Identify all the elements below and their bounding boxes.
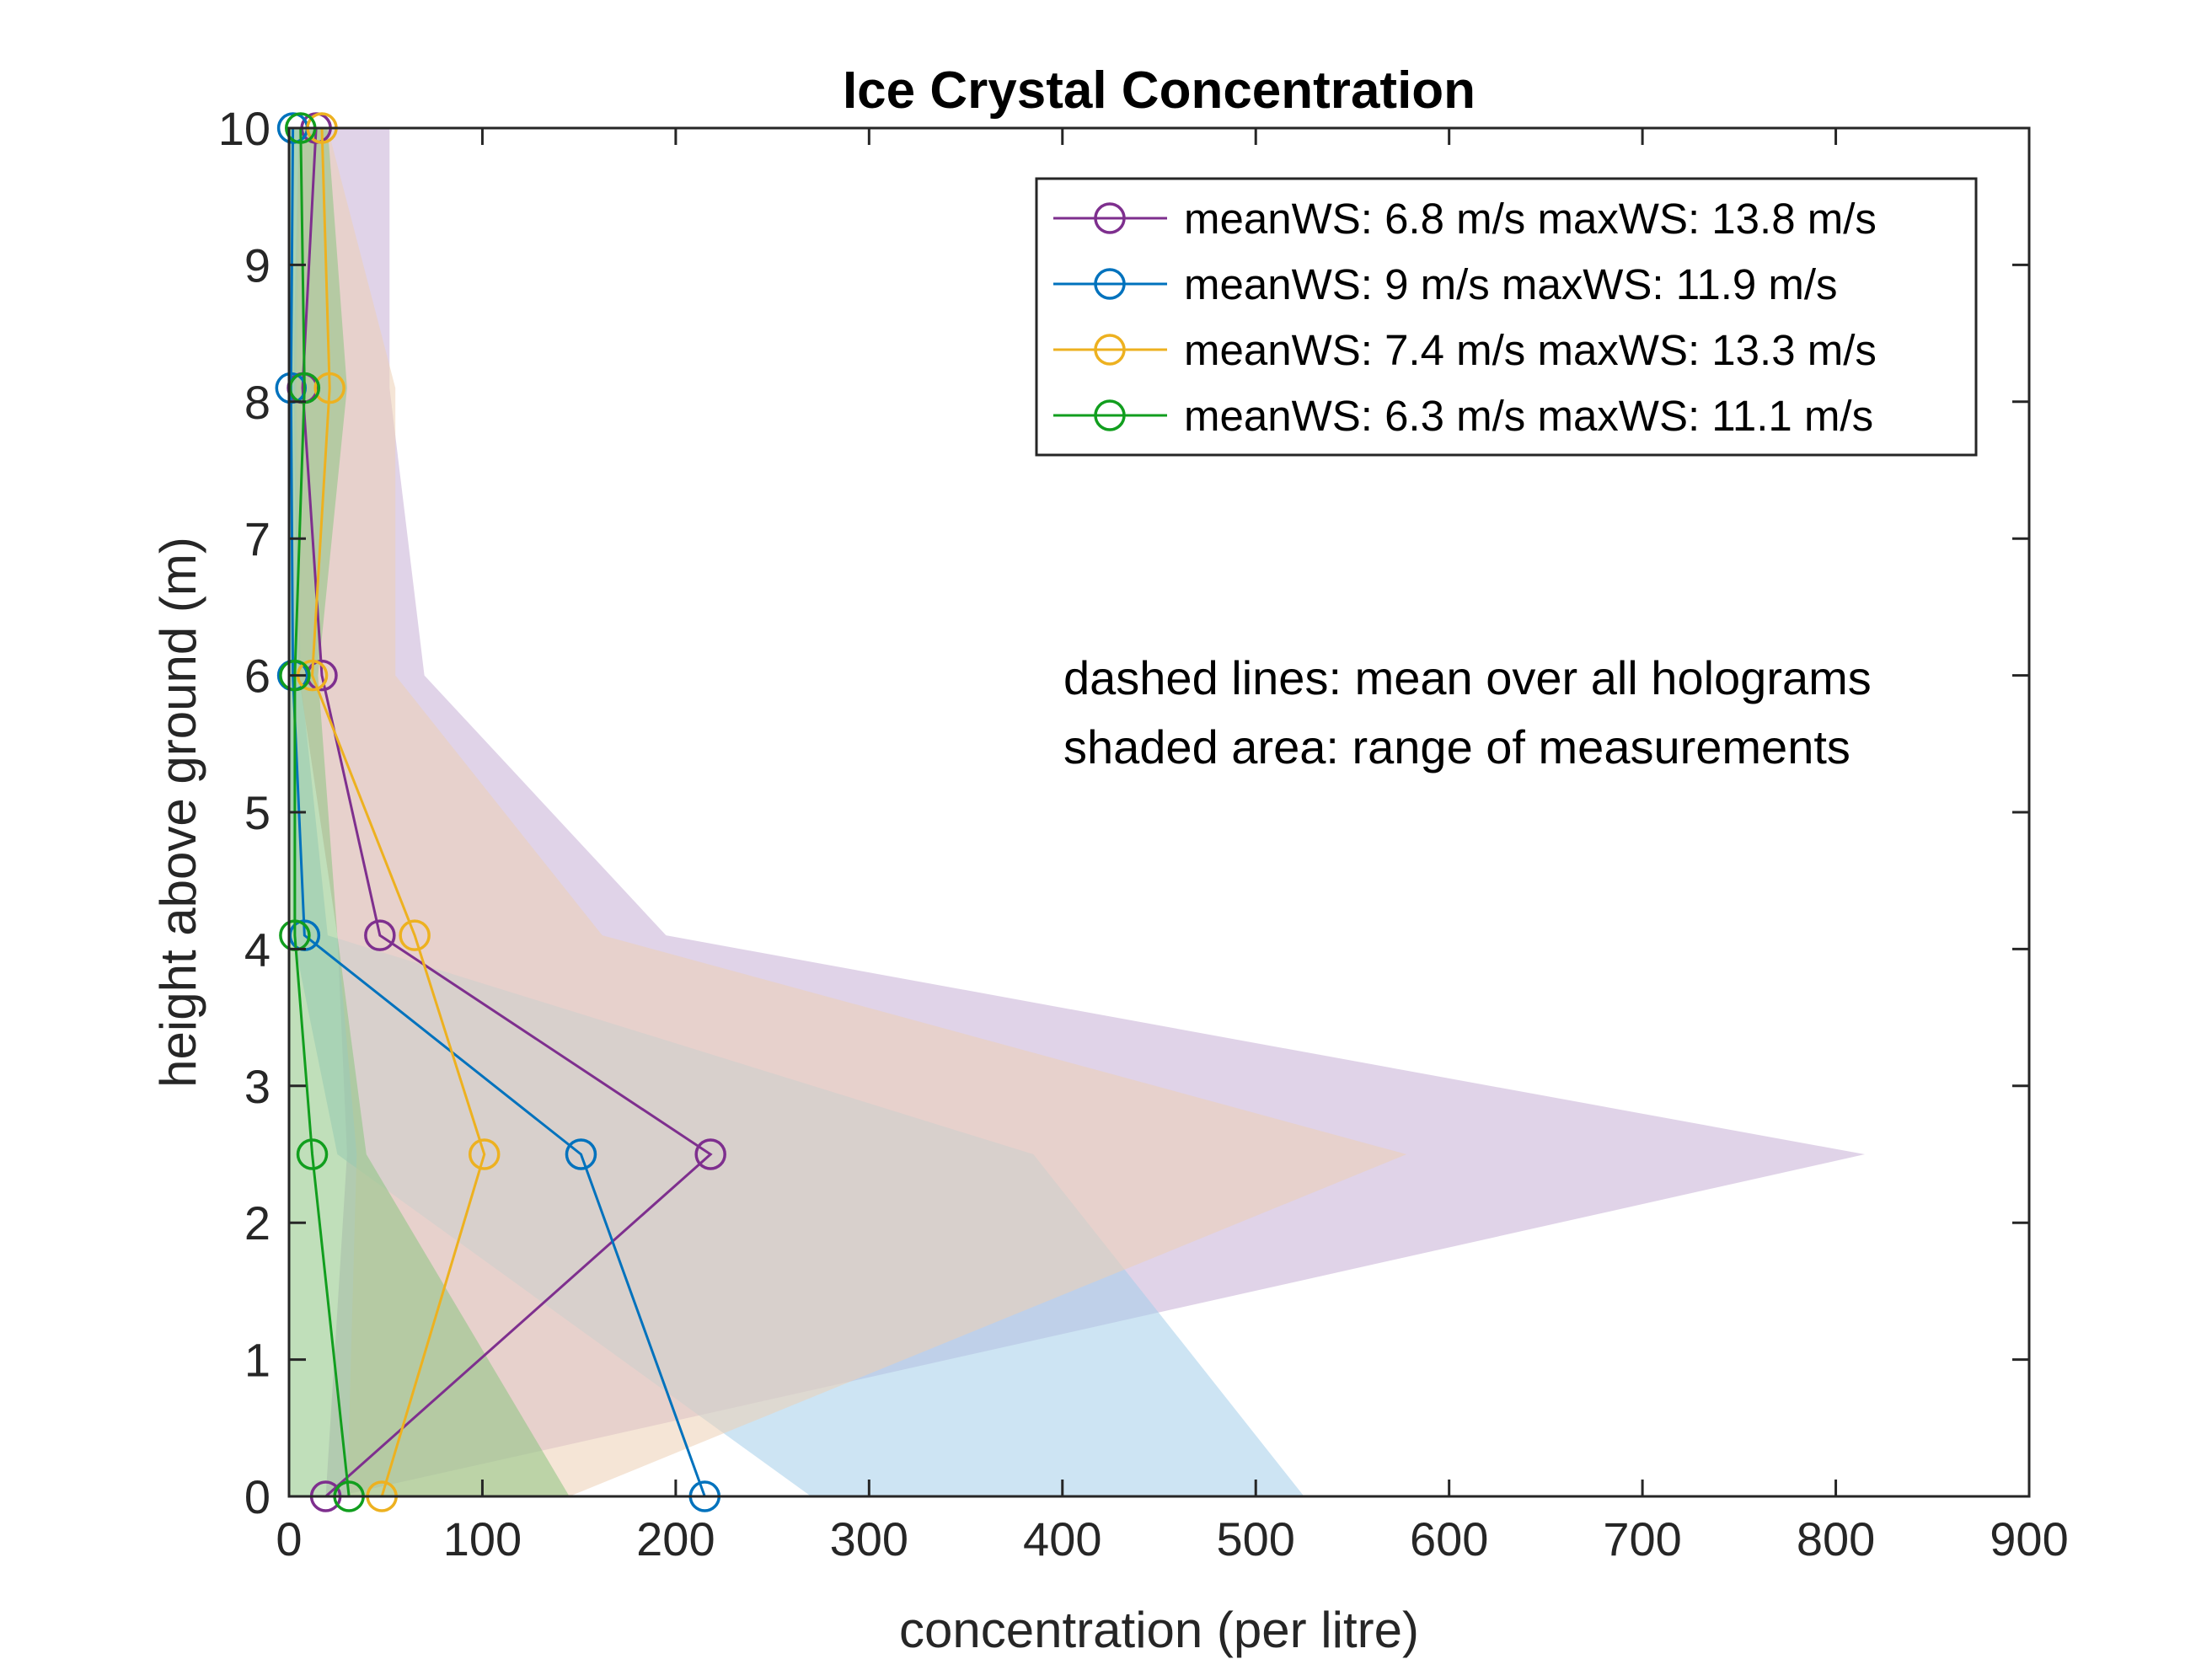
y-tick-label: 0 [244,1470,270,1523]
legend-label-1: meanWS: 6.8 m/s maxWS: 13.8 m/s [1184,195,1877,243]
annotation-shaded-area: shaded area: range of measurements [1063,720,1850,773]
series-3-point-3 [399,919,431,951]
series-1-point-3 [364,919,396,951]
legend-marker-3 [1094,334,1126,366]
range-area-series-3 [294,128,1407,1496]
series-4-point-2 [296,1138,329,1170]
series-line-4 [293,127,351,1497]
series-lines [275,112,726,1512]
legend-label-2: meanWS: 9 m/s maxWS: 11.9 m/s [1184,260,1838,308]
range-area-series-4 [289,128,570,1496]
x-tick-label: 0 [276,1512,302,1565]
x-tick-label: 900 [1990,1512,2068,1565]
y-tick-label: 3 [244,1060,270,1113]
annotation-dashed-lines: dashed lines: mean over all holograms [1063,651,1872,704]
series-line-2 [289,127,706,1497]
series-line-3 [311,127,486,1497]
series-1-point-2 [694,1138,726,1170]
y-tick-label: 10 [218,102,270,155]
axis-ticks: 0 100 200 300 400 500 600 700 800 900 0 1 2 3 4 5 6 7 8 9 10 [218,102,2069,1565]
y-tick-label: 6 [244,650,270,703]
x-tick-label: 600 [1410,1512,1488,1565]
y-tick-label: 8 [244,376,270,429]
series-4-point-4 [279,659,311,692]
legend-label-3: meanWS: 7.4 m/s maxWS: 13.3 m/s [1184,326,1877,374]
range-areas [289,128,1865,1496]
y-tick-label: 5 [244,786,270,839]
x-tick-label: 100 [443,1512,522,1565]
x-tick-label: 700 [1603,1512,1681,1565]
y-tick-label: 4 [244,923,270,976]
y-tick-label: 9 [244,238,270,292]
y-tick-label: 2 [244,1196,270,1250]
x-tick-label: 300 [830,1512,908,1565]
x-tick-label: 800 [1797,1512,1875,1565]
chart-title: Ice Crystal Concentration [843,62,1476,120]
x-tick-label: 200 [636,1512,715,1565]
legend-label-4: meanWS: 6.3 m/s maxWS: 11.1 m/s [1184,392,1873,440]
legend-marker-1 [1094,202,1126,234]
legend-marker-4 [1094,399,1126,431]
series-3-point-2 [468,1138,501,1170]
series-3-point-5 [313,372,345,404]
y-axis-label: height above ground (m) [150,537,206,1088]
x-tick-label: 400 [1023,1512,1101,1565]
legend-marker-2 [1094,268,1126,300]
y-tick-label: 1 [244,1334,270,1387]
legend: meanWS: 6.8 m/s maxWS: 13.8 m/s meanWS: 9… [1035,177,1978,457]
series-2-point-2 [565,1138,597,1170]
x-axis-label: concentration (per litre) [899,1602,1419,1658]
x-tick-label: 500 [1217,1512,1295,1565]
y-tick-label: 7 [244,512,270,565]
legend-box [1035,177,1978,457]
